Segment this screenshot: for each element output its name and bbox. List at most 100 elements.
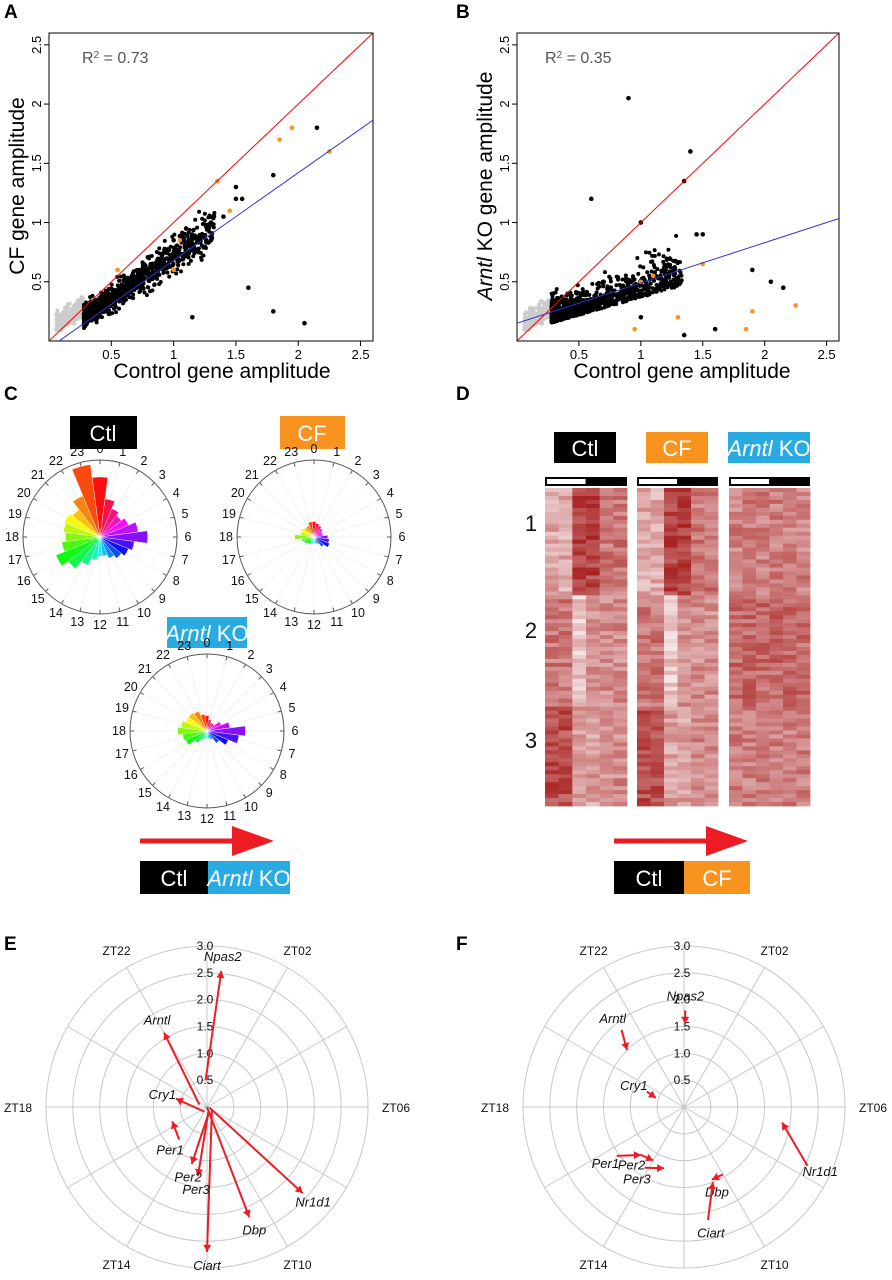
hour-label: 3: [373, 468, 380, 482]
gene-point-black: [106, 290, 111, 295]
heatmap-cell: [704, 488, 719, 493]
rose-tick: [225, 656, 228, 661]
heatmap-cell: [599, 658, 614, 664]
heatmap-cell: [650, 515, 665, 521]
heatmap-cell: [796, 770, 811, 775]
hour-label: 23: [284, 445, 298, 459]
heatmap-cell: [650, 615, 665, 620]
heatmap-cell: [664, 798, 678, 803]
heatmap-cell: [677, 603, 692, 608]
heatmap-cell: [783, 670, 797, 676]
heatmap-cell: [691, 575, 705, 580]
heatmap-cell: [545, 666, 560, 672]
gene-point-black: [666, 247, 671, 252]
gene-point-black: [131, 273, 136, 278]
heatmap-cell: [704, 778, 719, 783]
heatmap-cell: [691, 595, 705, 600]
heatmap-cell: [572, 547, 587, 552]
heatmap-cell: [650, 718, 665, 723]
gene-point-black: [191, 254, 196, 259]
scatter-plot-b: 0.5 1 1.5 2 2.5 0.511.522.5 R2 = 0.35 Contro…: [474, 32, 840, 383]
heatmap-cell: [586, 782, 601, 787]
heatmap-cell: [664, 670, 678, 676]
heatmap-cell: [613, 595, 628, 600]
heatmap-cell: [742, 658, 757, 664]
heatmap-cell: [742, 599, 757, 604]
heatmap-cell: [613, 722, 628, 727]
hour-label: 1: [119, 445, 126, 459]
gene-point-black: [183, 226, 189, 231]
heatmap-cell: [613, 583, 628, 588]
gene-point-black: [162, 247, 167, 252]
heatmap-cell: [742, 738, 757, 743]
gene-point-black: [233, 184, 239, 190]
gene-point-black: [700, 232, 706, 237]
heatmap-cell: [545, 802, 560, 807]
heatmap-cell: [769, 583, 784, 588]
heatmap-cell: [756, 599, 770, 604]
heatmap-cell: [783, 706, 797, 711]
gene-point-black: [271, 309, 276, 314]
zt-label: ZT06: [859, 1101, 887, 1115]
heatmap-cell: [729, 523, 743, 529]
heatmap-cell: [729, 563, 743, 568]
heatmap-cell: [796, 766, 811, 771]
heatmap-cell: [545, 690, 560, 696]
rose-tick: [132, 710, 137, 713]
heatmap-cell: [613, 690, 628, 696]
heatmap-cell: [664, 511, 678, 517]
heatmap-cell: [599, 623, 614, 628]
gene-point-black: [136, 280, 141, 285]
heatmap-cell: [783, 579, 797, 584]
gene-point-black: [126, 286, 131, 291]
heatmap-cell: [704, 575, 719, 580]
heatmap-cell: [637, 571, 651, 576]
heatmap-cell: [613, 535, 628, 541]
heatmap-cell: [613, 563, 628, 568]
heatmap-cell: [742, 790, 757, 795]
heatmap-cell: [650, 591, 665, 596]
heatmap-cell: [704, 750, 719, 755]
hour-label: 22: [49, 454, 63, 468]
heatmap-cell: [599, 595, 614, 600]
gene-point-black: [271, 172, 276, 178]
gene-point-black: [768, 279, 774, 285]
heatmap-cell: [704, 495, 719, 501]
polar-spoke: [206, 1106, 288, 1247]
heatmap-cell: [545, 519, 560, 525]
rose-bar: [99, 530, 148, 544]
x-tick-label: 2.5: [351, 347, 369, 362]
rose-bar: [61, 536, 101, 552]
heatmap-cell: [796, 674, 811, 680]
heatmap-cell: [742, 523, 757, 529]
heatmap-cell: [742, 499, 757, 505]
heatmap-cell: [637, 623, 651, 628]
heatmap-cell: [691, 730, 705, 735]
rose-tick: [247, 573, 252, 576]
heatmap-cell: [650, 662, 665, 668]
heatmap-cell: [572, 698, 587, 704]
hour-label: 13: [177, 809, 191, 823]
heatmap-cell: [545, 742, 560, 747]
heatmap-cell: [599, 742, 614, 747]
heatmap-cell: [729, 595, 743, 600]
gene-arrow-head: [621, 1042, 630, 1051]
heatmap-cell: [769, 686, 784, 692]
rose-tick: [239, 516, 244, 519]
heatmap-cell: [586, 631, 601, 636]
gene-point-black: [159, 251, 164, 256]
heatmap-cell: [704, 567, 719, 572]
heatmap-cell: [742, 766, 757, 771]
heatmap-cell: [599, 674, 614, 680]
heatmap-cell: [637, 706, 651, 711]
heatmap-cell: [677, 635, 692, 640]
gene-point-gray: [539, 299, 544, 304]
heatmap-cell: [637, 710, 651, 715]
gene-point-black: [678, 270, 683, 275]
gene-point-black: [661, 279, 666, 284]
heatmap-cell: [664, 666, 678, 672]
rose-tick: [33, 573, 38, 576]
gene-point-black: [587, 292, 592, 297]
hour-label: 17: [8, 553, 22, 567]
